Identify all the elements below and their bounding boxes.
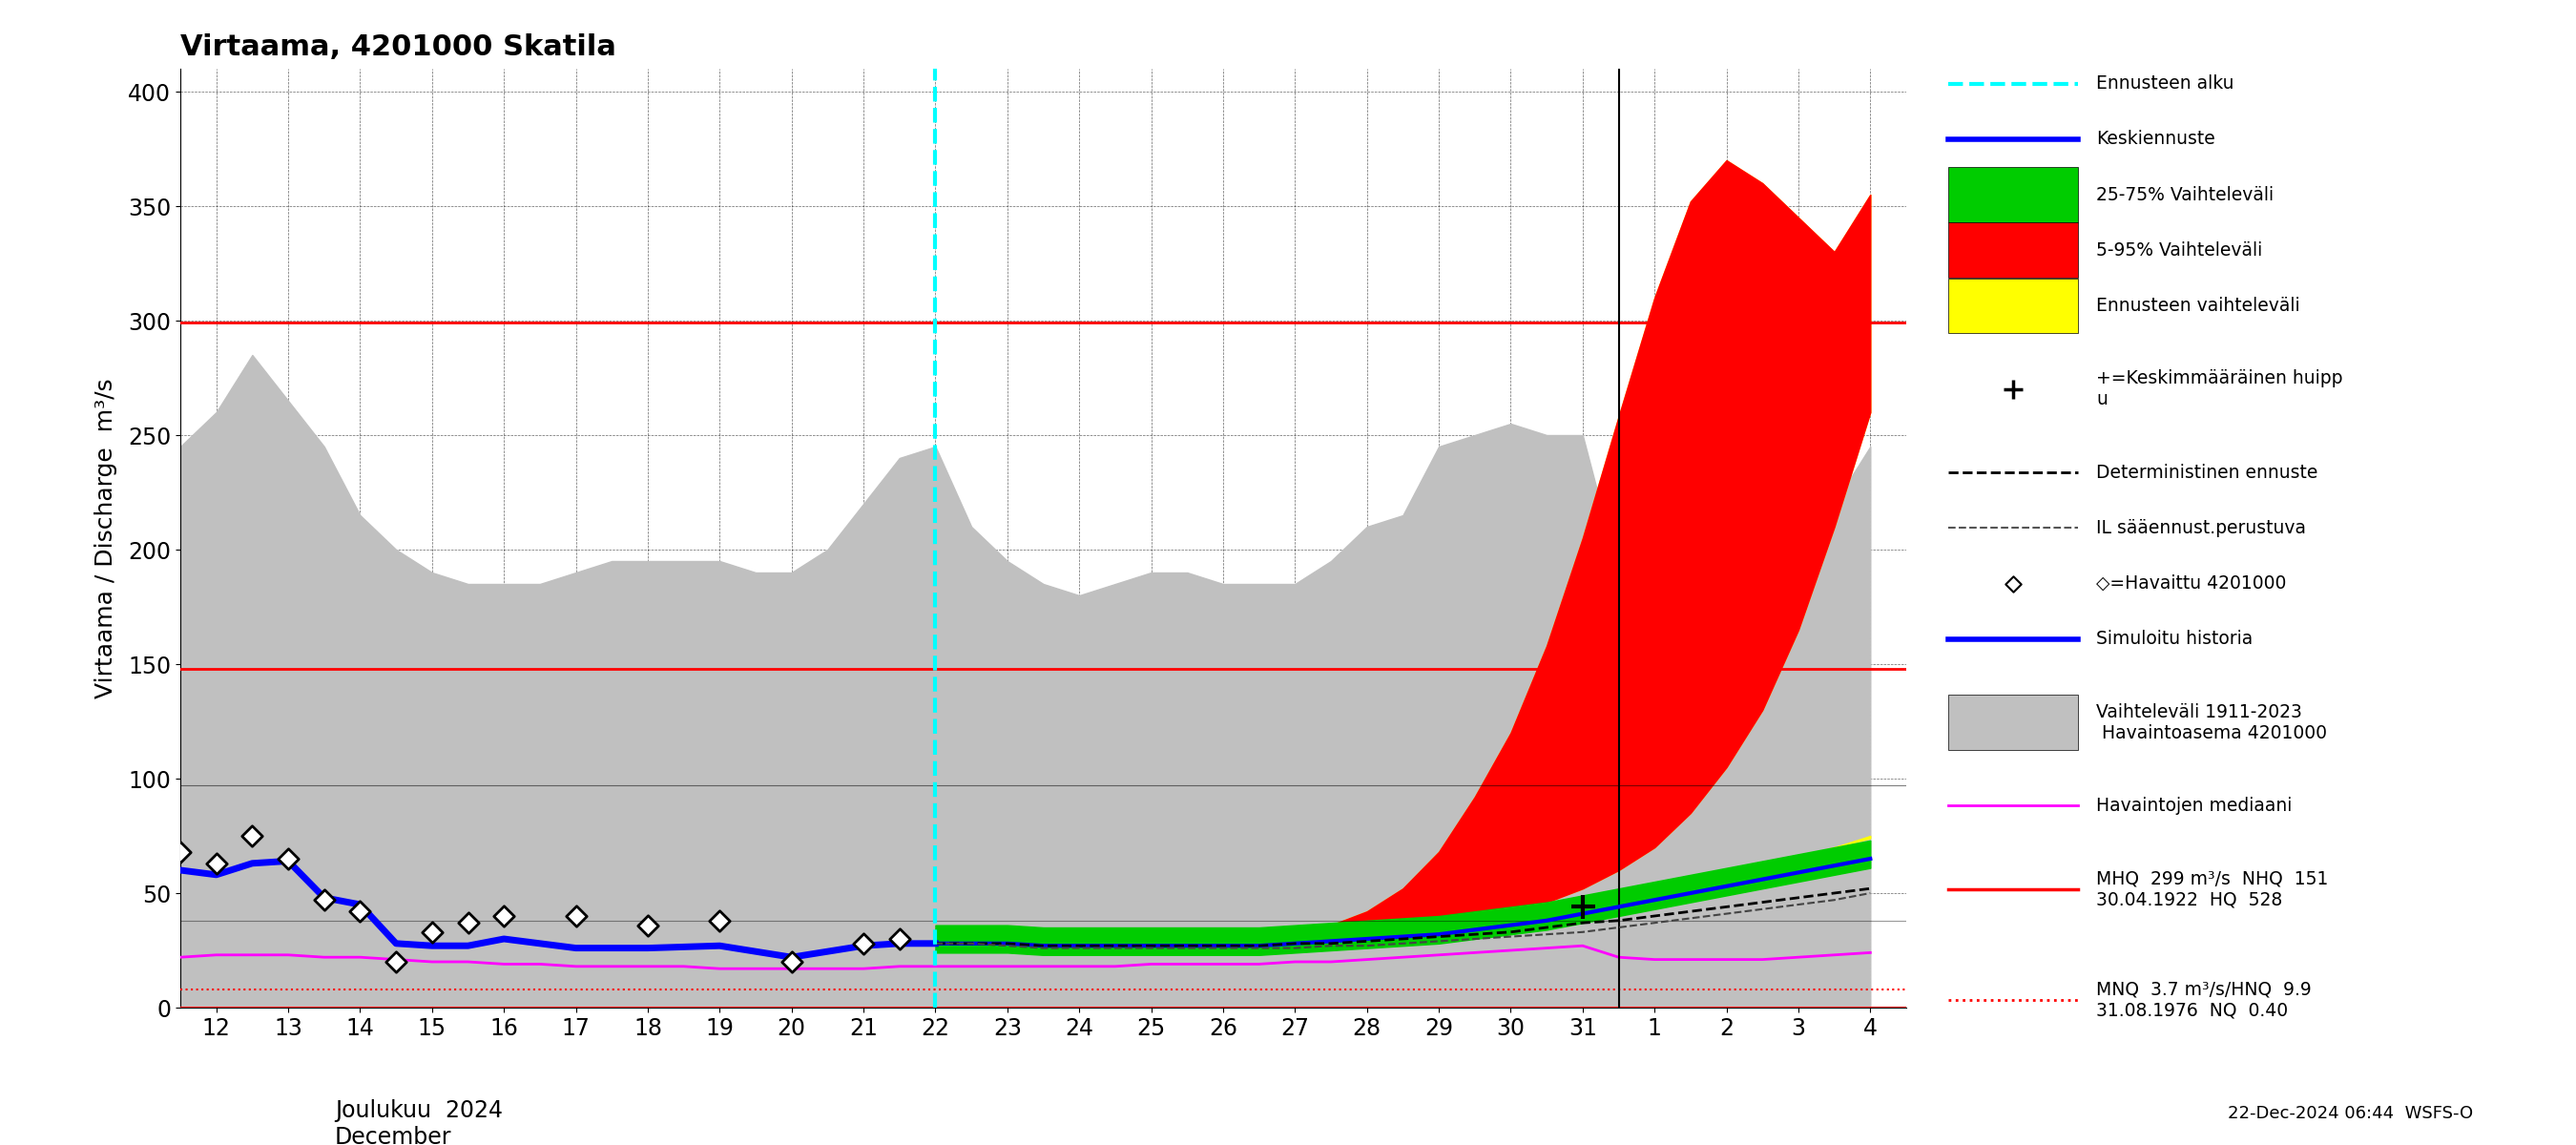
Text: MHQ  299 m³/s  NHQ  151
30.04.1922  HQ  528: MHQ 299 m³/s NHQ 151 30.04.1922 HQ 528 xyxy=(2097,869,2329,908)
Text: Virtaama, 4201000 Skatila: Virtaama, 4201000 Skatila xyxy=(180,33,616,61)
Point xyxy=(878,930,920,948)
Point xyxy=(160,843,201,861)
Point xyxy=(304,891,345,909)
Text: Simuloitu historia: Simuloitu historia xyxy=(2097,630,2254,648)
Y-axis label: Virtaama / Discharge  m³/s: Virtaama / Discharge m³/s xyxy=(95,378,118,698)
Bar xyxy=(1947,695,2079,750)
Point xyxy=(340,902,381,921)
Point xyxy=(626,916,667,934)
Text: Ennusteen vaihteleväli: Ennusteen vaihteleväli xyxy=(2097,297,2300,315)
Text: +=Keskimmääräinen huipp
u: +=Keskimmääräinen huipp u xyxy=(2097,370,2342,409)
Bar xyxy=(1947,167,2079,222)
Text: Deterministinen ennuste: Deterministinen ennuste xyxy=(2097,464,2318,482)
Text: Havaintojen mediaani: Havaintojen mediaani xyxy=(2097,797,2293,815)
Point xyxy=(412,923,453,941)
Point xyxy=(698,911,739,930)
Bar xyxy=(1947,223,2079,278)
Point xyxy=(484,907,526,925)
Text: IL sääennust.perustuva: IL sääennust.perustuva xyxy=(2097,519,2306,537)
Text: Joulukuu  2024
December: Joulukuu 2024 December xyxy=(335,1099,502,1145)
Text: ◇=Havaittu 4201000: ◇=Havaittu 4201000 xyxy=(2097,575,2287,593)
Point xyxy=(448,914,489,932)
Point xyxy=(196,854,237,872)
Point xyxy=(232,827,273,845)
Point xyxy=(376,953,417,971)
Text: 5-95% Vaihteleväli: 5-95% Vaihteleväli xyxy=(2097,242,2262,259)
Text: MNQ  3.7 m³/s/HNQ  9.9
31.08.1976  NQ  0.40: MNQ 3.7 m³/s/HNQ 9.9 31.08.1976 NQ 0.40 xyxy=(2097,980,2311,1019)
Point xyxy=(770,953,811,971)
Point xyxy=(1991,575,2032,593)
Point xyxy=(556,907,598,925)
Point xyxy=(268,850,309,868)
Text: Vaihteleväli 1911-2023
 Havaintoasema 4201000: Vaihteleväli 1911-2023 Havaintoasema 420… xyxy=(2097,703,2326,742)
Bar xyxy=(1947,278,2079,333)
Point xyxy=(842,934,884,953)
Text: Keskiennuste: Keskiennuste xyxy=(2097,131,2215,148)
Text: 25-75% Vaihteleväli: 25-75% Vaihteleväli xyxy=(2097,185,2275,204)
Text: 22-Dec-2024 06:44  WSFS-O: 22-Dec-2024 06:44 WSFS-O xyxy=(2228,1105,2473,1122)
Text: Ennusteen alku: Ennusteen alku xyxy=(2097,74,2233,93)
